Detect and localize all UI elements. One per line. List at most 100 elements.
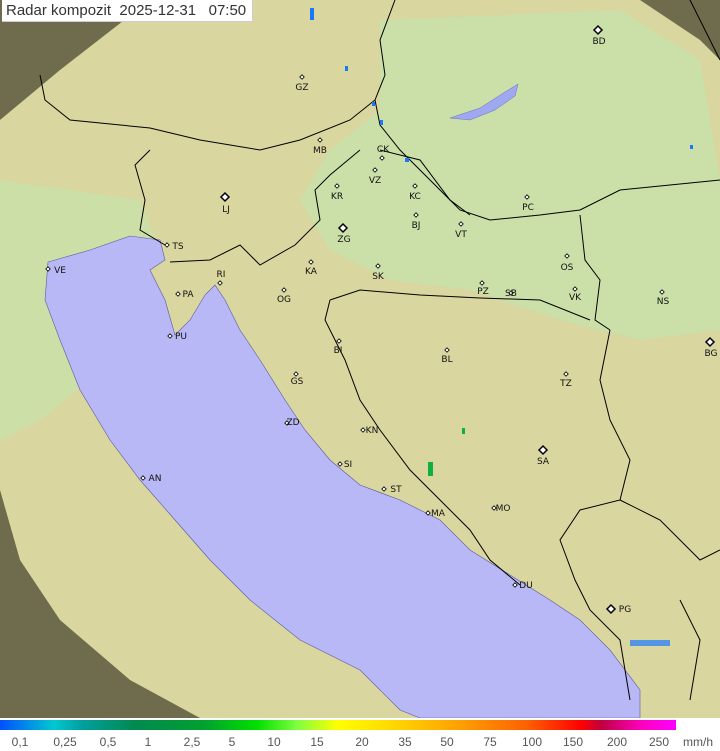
map-title: Radar kompozit 2025-12-31 07:50 [2, 0, 254, 22]
city-label: VT [455, 230, 467, 240]
city-label: SK [372, 272, 385, 282]
city-label: BI [334, 346, 343, 356]
city-label: BG [705, 349, 718, 359]
city-label: AN [149, 474, 162, 484]
city-diamond-icon [425, 510, 431, 516]
city-diamond-icon [175, 291, 181, 297]
city-label: GZ [295, 83, 308, 93]
city-label: ZD [286, 418, 299, 428]
city-ri: RI [217, 270, 225, 286]
city-label: SA [537, 457, 550, 467]
city-diamond-icon [412, 183, 418, 189]
city-diamond-icon [372, 167, 378, 173]
city-label: PG [619, 605, 631, 615]
city-ve: VE [45, 266, 66, 276]
legend-value: 15 [310, 735, 324, 749]
legend-value: 75 [483, 735, 497, 749]
city-os: OS [561, 253, 574, 273]
city-label: TZ [559, 379, 572, 389]
city-mo: MO [491, 504, 511, 514]
city-diamond-icon [140, 475, 146, 481]
city-label: PA [182, 290, 194, 300]
city-bl: BL [441, 347, 453, 365]
legend-labels: 0,1 0,25 0,5 1 2,5 5 10 15 20 35 50 75 100 150 200 250 m… [0, 735, 720, 751]
city-diamond-icon [413, 212, 419, 218]
legend-value: 50 [440, 735, 454, 749]
legend-value: 0,1 [11, 735, 29, 749]
city-diamond-icon [336, 338, 342, 344]
city-gs: GS [291, 371, 304, 387]
city-label: KA [305, 267, 318, 277]
adriatic-sea [44, 235, 641, 718]
city-kc: KC [409, 183, 421, 202]
city-diamond-icon [293, 371, 299, 377]
city-label: OG [277, 295, 291, 305]
city-pc: PC [522, 194, 534, 213]
legend-value: 10 [267, 735, 281, 749]
city-label: LJ [222, 205, 230, 215]
rain-echoes [310, 8, 693, 646]
city-an: AN [140, 474, 162, 484]
city-label: DU [519, 581, 533, 591]
city-label: KN [366, 426, 379, 436]
city-label: BL [441, 355, 452, 365]
city-og: OG [277, 287, 291, 305]
city-sk: SK [372, 263, 385, 282]
city-diamond-icon [284, 420, 290, 426]
city-kn: KN [360, 426, 379, 436]
city-bj: BJ [412, 212, 420, 231]
city-st: ST [381, 485, 402, 495]
city-diamond-icon [360, 427, 366, 433]
city-bg: BG [704, 336, 718, 359]
city-zg: ZG [337, 222, 351, 245]
city-label: NS [657, 297, 670, 307]
city-ka: KA [305, 259, 318, 277]
city-si: SI [337, 460, 352, 470]
legend-value: 1 [144, 735, 152, 749]
capital-diamond-icon [592, 24, 604, 36]
city-diamond-icon [334, 183, 340, 189]
legend-value: 250 [648, 735, 670, 749]
city-pz: PZ [477, 280, 489, 297]
city-diamond-icon [564, 253, 570, 259]
city-label: VK [569, 293, 582, 303]
radar-map[interactable]: GZ BD MB CK VZ KR KC LJ PC BJ ZG VT TS VE OS KA SK RI PZ SB… [0, 0, 720, 718]
city-diamond-icon [281, 287, 287, 293]
city-kr: KR [331, 183, 343, 202]
capital-diamond-icon [537, 444, 549, 456]
country-borders [39, 0, 720, 701]
city-diamond-icon [381, 486, 387, 492]
legend-value: 0,25 [53, 735, 77, 749]
city-diamond-icon [299, 74, 305, 80]
city-label: KC [409, 192, 421, 202]
city-label: ZG [337, 235, 350, 245]
city-label: TS [171, 242, 183, 252]
city-label: KR [331, 192, 343, 202]
city-zd: ZD [284, 418, 300, 428]
city-ns: NS [657, 289, 670, 307]
city-ma: MA [425, 509, 446, 519]
legend-value: 35 [398, 735, 412, 749]
city-label: PU [175, 332, 187, 342]
legend-value: 5 [228, 735, 236, 749]
city-tz: TZ [559, 371, 572, 389]
city-label: PZ [477, 287, 489, 297]
city-sb: SB [505, 289, 517, 299]
city-diamond-icon [563, 371, 569, 377]
capital-diamond-icon [704, 336, 716, 348]
legend-value: 0,5 [99, 735, 117, 749]
city-label: PC [522, 203, 534, 213]
city-ck: CK [377, 145, 390, 161]
capital-diamond-icon [605, 603, 617, 615]
city-label: SB [505, 289, 517, 299]
legend-value: 100 [521, 735, 543, 749]
city-label: OS [561, 263, 574, 273]
city-label: MO [496, 504, 511, 514]
legend-value: 150 [562, 735, 584, 749]
city-diamond-icon [317, 137, 323, 143]
city-label: ST [390, 485, 402, 495]
city-label: GS [291, 377, 304, 387]
city-diamond-icon [45, 266, 51, 272]
precipitation-color-scale [0, 720, 676, 730]
city-diamond-icon [167, 333, 173, 339]
